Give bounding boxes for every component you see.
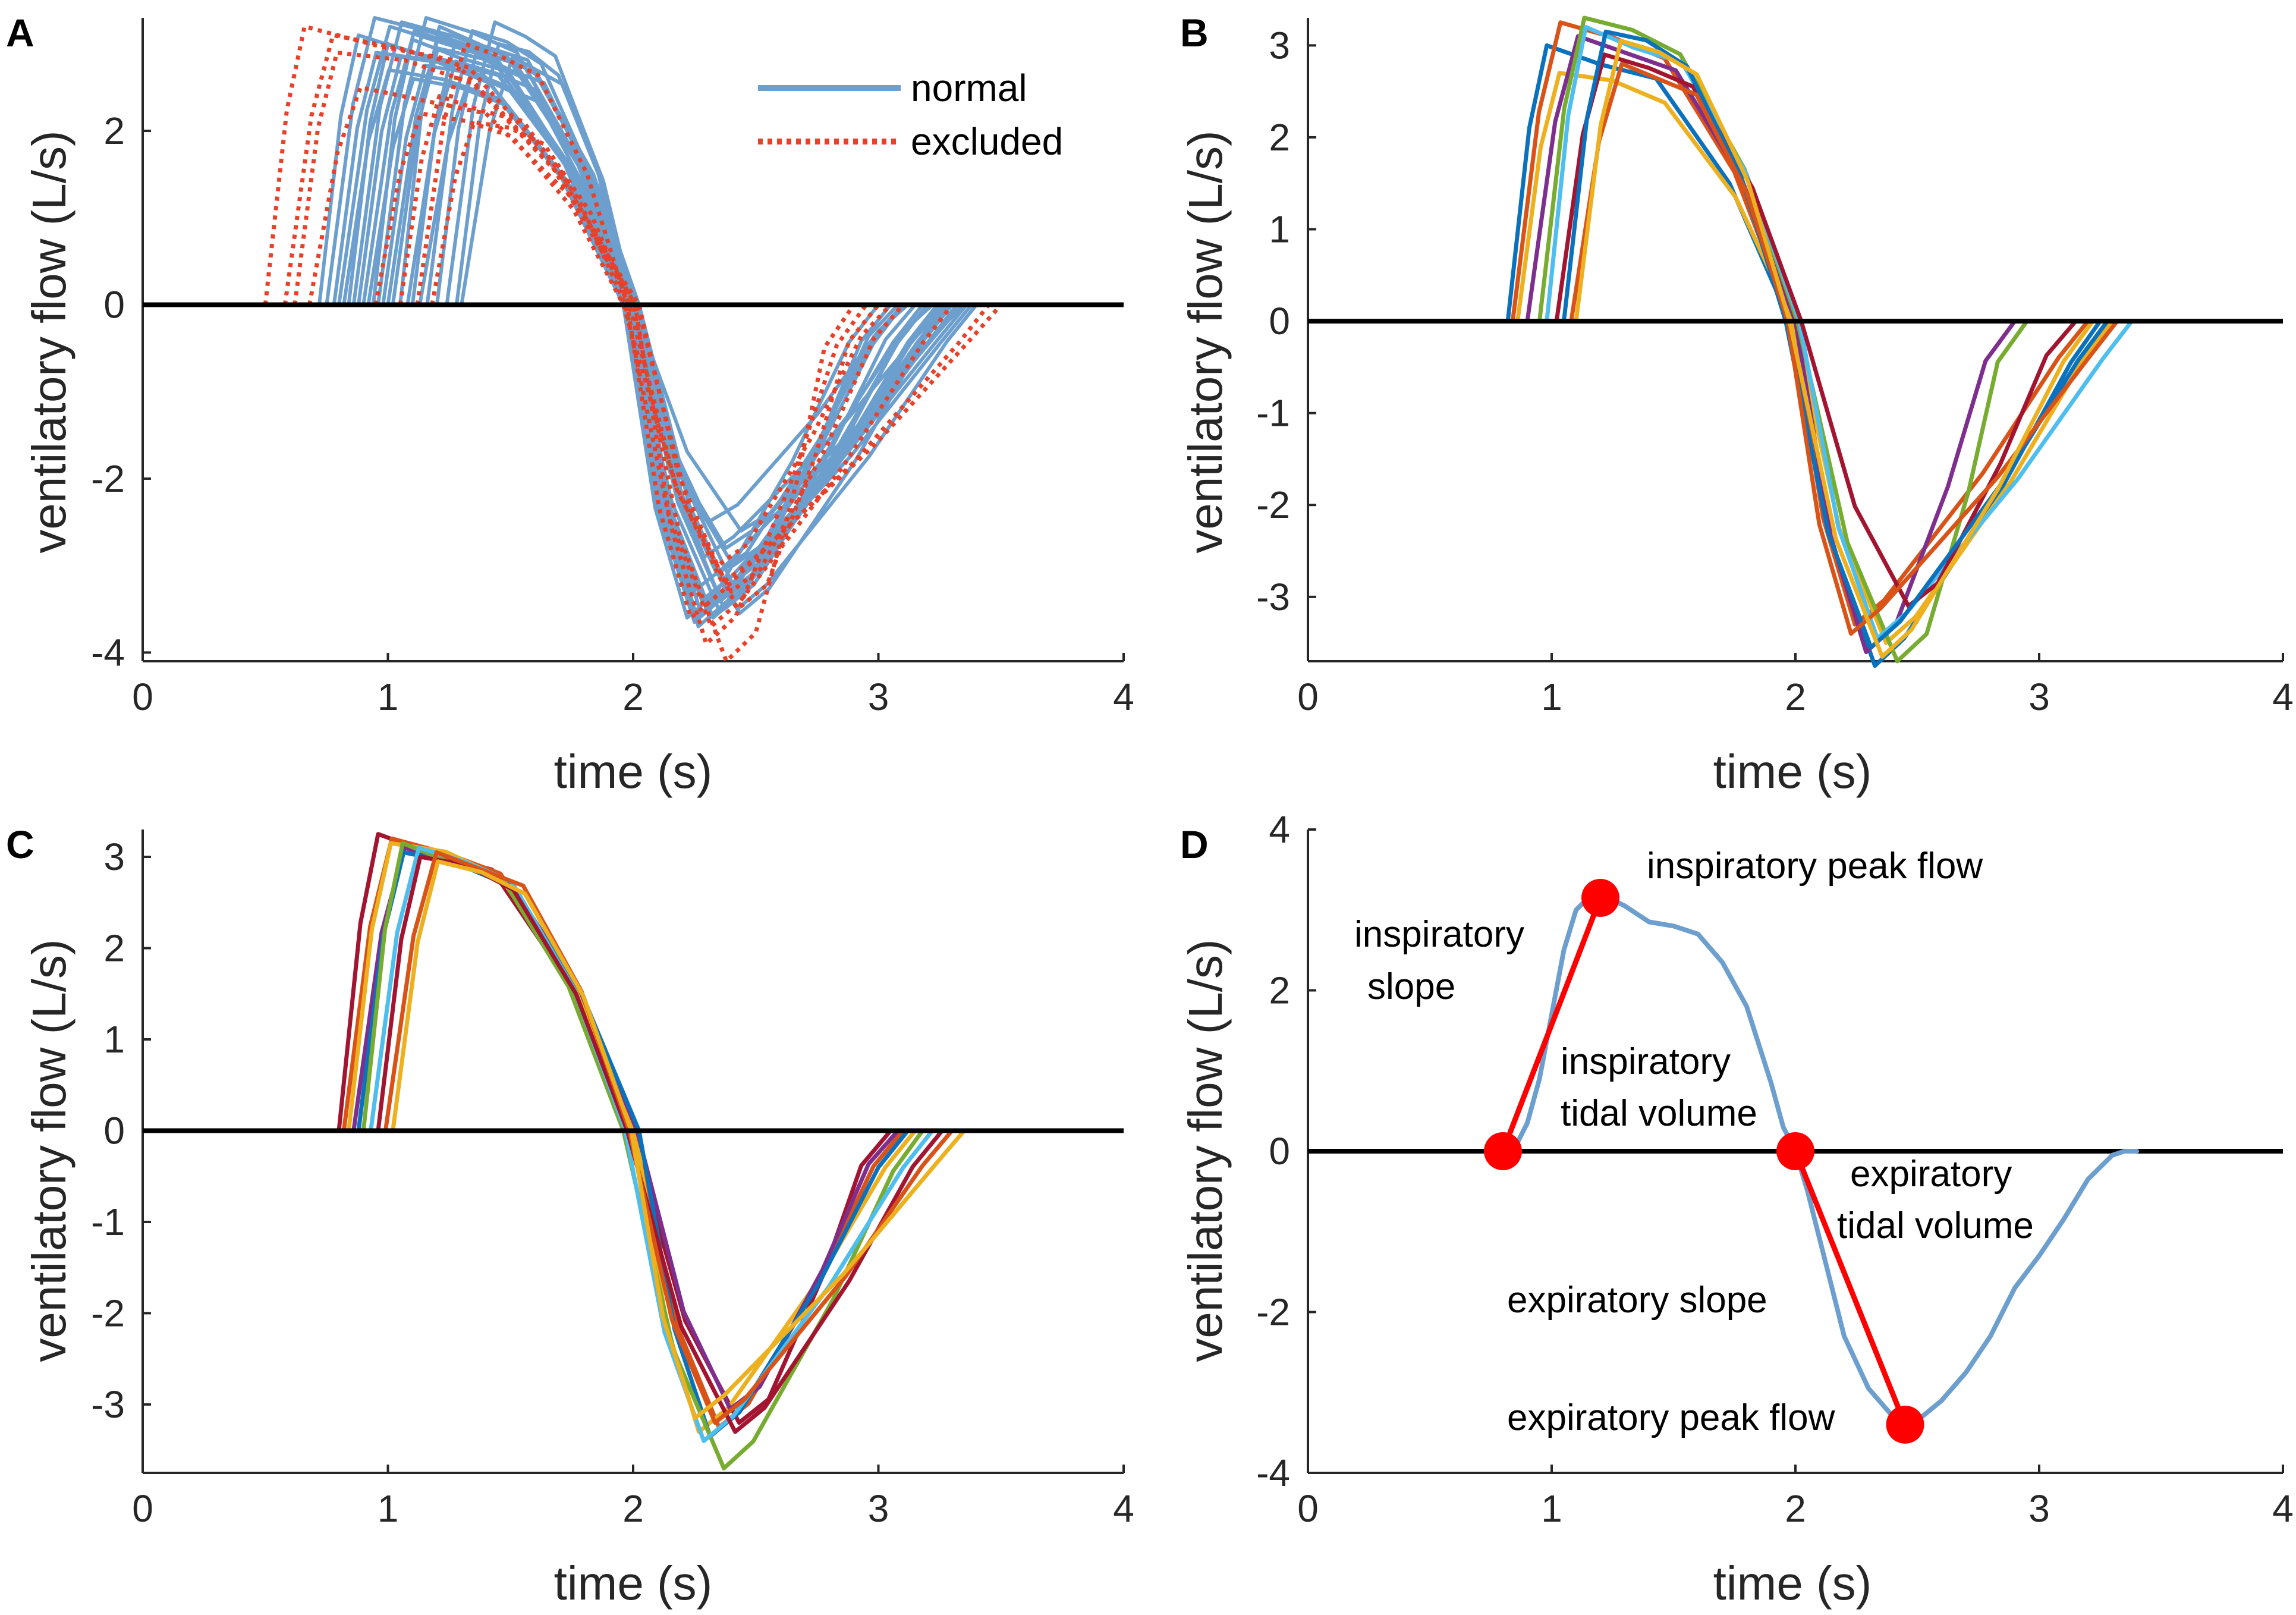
panel-b-y-tick-label: -3: [1256, 576, 1290, 618]
panel-c-y-tick-label: 1: [103, 1018, 125, 1061]
panel-d-flow-curve: [1501, 891, 2139, 1424]
annot-inspiratory-tidal-2: tidal volume: [1561, 1093, 1757, 1134]
panel-b-y-tick-label: 2: [1269, 116, 1290, 159]
panel-a-normal-trace: [325, 16, 893, 611]
panel-b-series-3: [1515, 71, 2115, 645]
panel-c-y-tick-label: -3: [91, 1383, 125, 1426]
panel-b-series-8: [1562, 29, 2110, 650]
panel-a-x-tick-label: 3: [868, 675, 889, 718]
panel-d-x-tick-label: 4: [2272, 1487, 2294, 1530]
panel-d: 0 1 2 3 4 -4 -2 0 2 4: [1256, 808, 2294, 1530]
panel-c-xlabel: time (s): [554, 1557, 713, 1610]
inspiratory-slope-line: [1500, 897, 1603, 1152]
annot-expiratory-peak-flow: expiratory peak flow: [1507, 1397, 1835, 1438]
panel-c-series-7: [369, 846, 935, 1443]
panel-a-y-tick-label: 0: [103, 284, 125, 326]
panel-a-excluded-trace: [398, 94, 954, 629]
panel-b-x-tick-label: 3: [2028, 675, 2050, 718]
panel-d-xlabel: time (s): [1713, 1557, 1872, 1610]
expiratory-peak-marker: [1886, 1405, 1924, 1444]
panel-b-y-tick-label: 3: [1269, 24, 1290, 67]
panel-d-y-tick-label: -4: [1256, 1451, 1290, 1494]
panel-a-x-tick-label: 2: [622, 675, 644, 718]
panel-letter-d: D: [1180, 822, 1209, 866]
panel-c-y-tick-label: -2: [91, 1292, 125, 1334]
panel-d-x-tick-label: 2: [1785, 1487, 1806, 1530]
annot-inspiratory-tidal-1: inspiratory: [1561, 1041, 1731, 1082]
panel-b: 0 1 2 3 4 -3 -2 -1 0 1 2 3: [1256, 15, 2294, 718]
panel-c-ylabel: ventilatory flow (L/s): [23, 939, 76, 1362]
panel-c-y-tick-label: -1: [91, 1201, 125, 1243]
annot-expiratory-slope: expiratory slope: [1507, 1280, 1767, 1321]
panel-b-x-tick-label: 2: [1785, 675, 1806, 718]
panel-c: 0 1 2 3 4 -3 -2 -1 0 1 2 3: [91, 830, 1134, 1530]
panel-d-x-tick-label: 0: [1297, 1487, 1319, 1530]
panel-b-x-tick-label: 0: [1297, 675, 1319, 718]
panel-a-y-tick-label: 2: [103, 109, 125, 152]
panel-a-excluded-trace: [263, 24, 856, 664]
panel-c-y-tick-label: 2: [103, 927, 125, 970]
inspiratory-peak-marker: [1581, 878, 1619, 917]
panel-b-ylabel: ventilatory flow (L/s): [1179, 130, 1232, 553]
panel-a-x-tick-label: 1: [378, 675, 399, 718]
panel-d-y-tick-label: 2: [1269, 969, 1290, 1012]
annot-inspiratory-slope-2: slope: [1367, 966, 1455, 1007]
panel-d-x-tick-label: 3: [2028, 1487, 2050, 1530]
panel-a-xlabel: time (s): [554, 745, 713, 798]
inspiratory-start-marker: [1484, 1132, 1522, 1170]
panel-a: 0 1 2 3 4 -4 -2 0 2: [91, 16, 1134, 718]
panel-d-y-tick-label: 4: [1269, 808, 1290, 851]
expiratory-slope-line: [1792, 1150, 1908, 1426]
annot-inspiratory-peak-flow: inspiratory peak flow: [1647, 846, 1983, 887]
panel-d-y-tick-label: 0: [1269, 1130, 1290, 1173]
panel-letter-c: C: [6, 822, 34, 866]
panel-c-y-tick-label: 0: [103, 1109, 125, 1152]
panel-b-y-tick-label: 0: [1269, 300, 1290, 343]
panel-a-legend: normal excluded: [758, 67, 1063, 163]
panel-b-y-tick-label: -1: [1256, 392, 1290, 435]
panel-c-x-tick-label: 0: [132, 1487, 153, 1530]
panel-letter-b: B: [1180, 11, 1209, 55]
panel-letter-a: A: [6, 11, 34, 55]
annot-inspiratory-slope-1: inspiratory: [1354, 914, 1524, 955]
panel-d-annotations: inspiratory peak flow inspiratory slope …: [1354, 846, 2034, 1438]
legend-excluded-label: excluded: [911, 120, 1063, 163]
panel-a-normal-trace: [391, 46, 924, 620]
panel-a-y-tick-label: -2: [91, 457, 125, 500]
panel-d-x-tick-label: 1: [1541, 1487, 1562, 1530]
annot-expiratory-tidal-2: tidal volume: [1837, 1205, 2034, 1246]
legend-normal-label: normal: [911, 67, 1027, 109]
panel-c-x-tick-label: 4: [1113, 1487, 1134, 1530]
panel-d-y-tick-label: -2: [1256, 1291, 1290, 1334]
panel-c-x-tick-label: 3: [868, 1487, 889, 1530]
panel-d-ylabel: ventilatory flow (L/s): [1179, 939, 1232, 1362]
panel-a-x-tick-label: 0: [132, 675, 153, 718]
panel-c-series-8: [376, 854, 945, 1434]
panel-a-x-tick-label: 4: [1113, 675, 1134, 718]
panel-b-y-tick-label: 1: [1269, 208, 1290, 251]
panel-c-x-tick-label: 2: [622, 1487, 644, 1530]
panel-c-x-tick-label: 1: [378, 1487, 399, 1530]
panel-c-y-tick-label: 3: [103, 835, 125, 878]
panel-b-xlabel: time (s): [1713, 745, 1872, 798]
panel-b-x-tick-label: 4: [2272, 675, 2294, 718]
panel-a-y-tick-label: -4: [91, 631, 125, 674]
panel-b-series-7: [1554, 52, 2078, 608]
panel-a-ylabel: ventilatory flow (L/s): [23, 130, 76, 553]
panel-b-series-10: [1574, 39, 2095, 659]
panel-b-x-tick-label: 1: [1541, 675, 1562, 718]
panel-b-y-tick-label: -2: [1256, 483, 1290, 526]
expiratory-start-marker: [1776, 1132, 1814, 1170]
annot-expiratory-tidal-1: expiratory: [1850, 1154, 2012, 1195]
